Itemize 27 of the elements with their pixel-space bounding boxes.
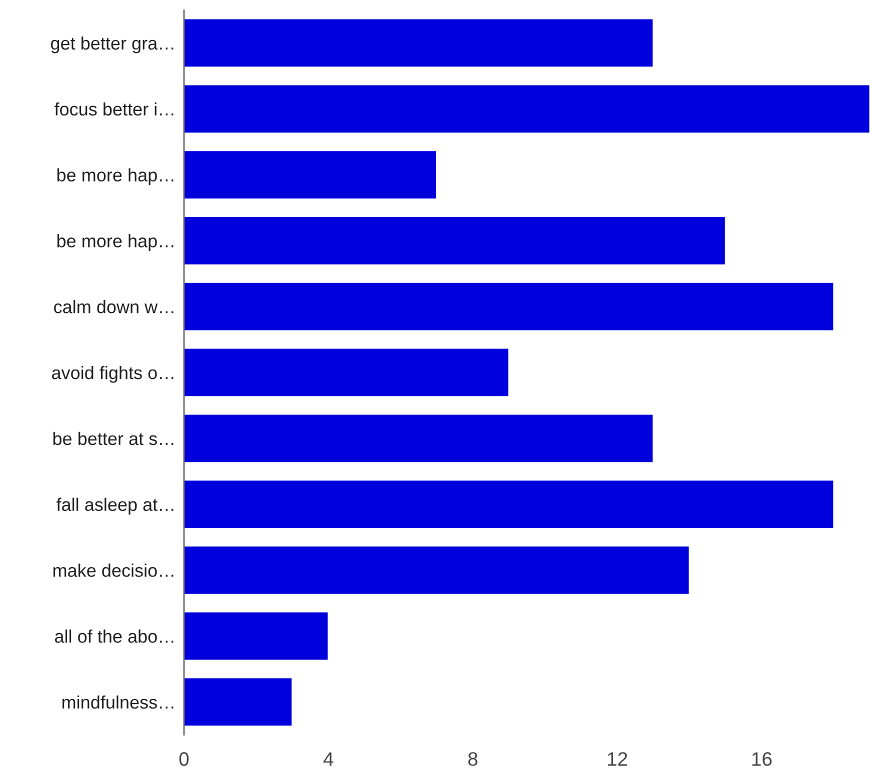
y-tick-label: all of the abo… [54,630,174,643]
x-tick-label: 4 [323,752,334,766]
y-tick-label: mindfulness… [62,695,174,709]
bar [184,479,835,530]
bar [184,18,654,68]
x-tick-label: 16 [752,752,772,766]
x-tick-label: 0 [179,752,189,766]
bar [184,150,438,200]
bar [184,676,294,728]
bar [184,347,510,398]
y-tick-label: be better at s… [53,432,174,446]
bar [184,611,330,662]
y-tick-label: fall asleep at… [56,498,174,515]
bar [184,282,835,332]
bar [184,413,654,464]
x-tick-label: 12 [608,752,628,766]
y-tick-label: calm down w… [54,300,174,314]
x-tick-label: 8 [468,752,478,766]
y-tick-label: avoid fights o… [52,366,174,383]
bar [184,216,726,266]
y-tick-label: focus better i… [54,102,174,116]
y-tick-label: be more hap… [57,168,174,186]
bar [184,545,690,596]
bar [184,84,870,134]
y-tick-label: get better gra… [50,36,174,54]
y-tick-label: make decisio… [53,564,174,577]
y-tick-label: be more hap… [57,234,174,251]
